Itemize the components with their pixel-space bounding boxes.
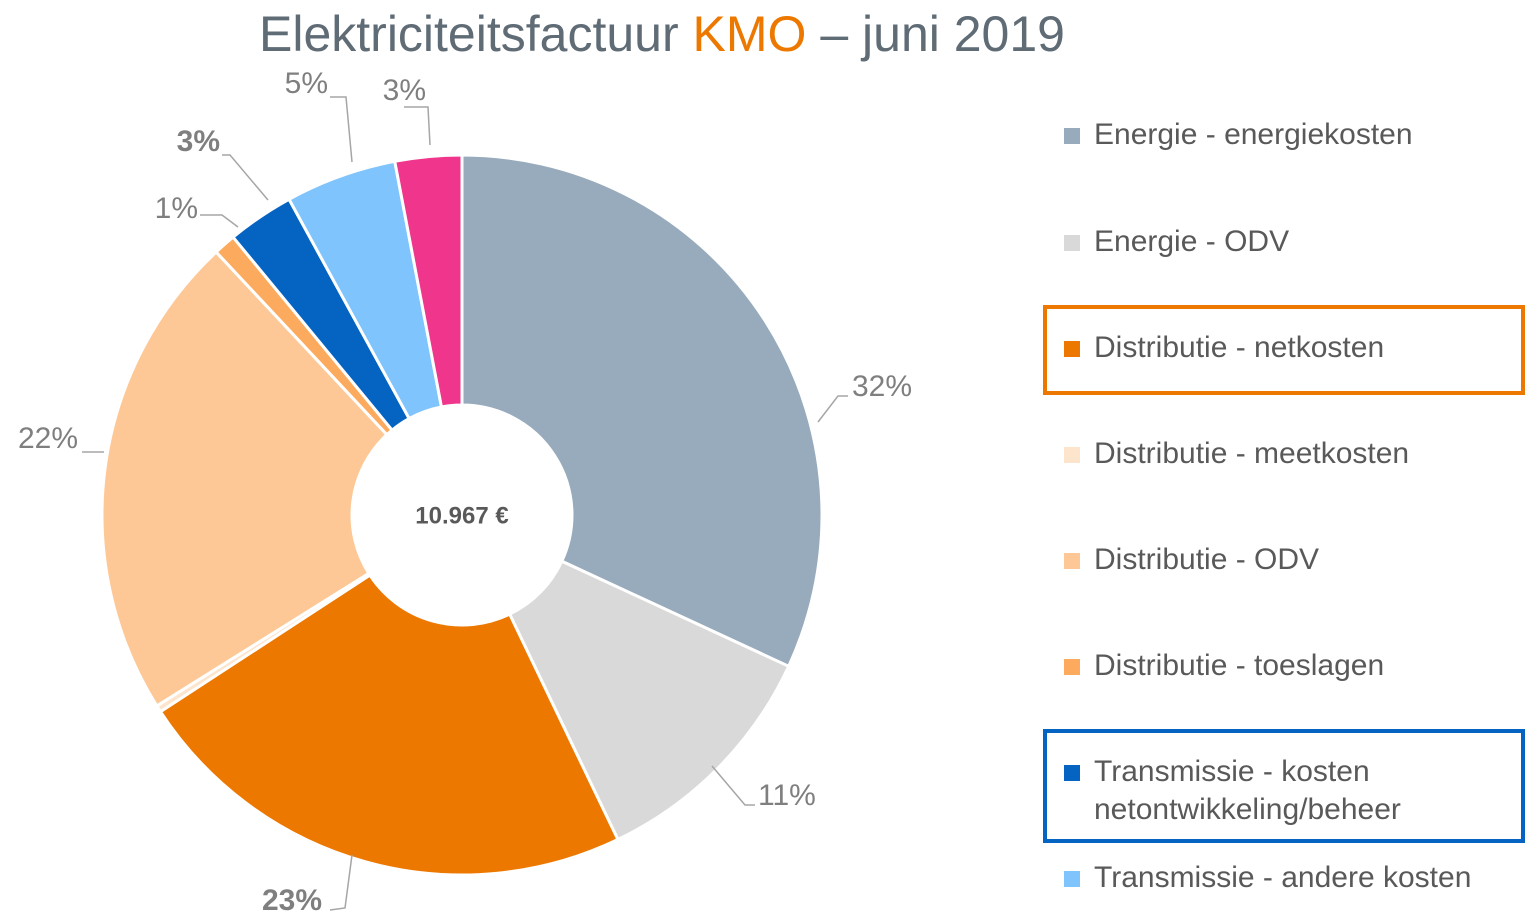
slice — [158, 573, 620, 877]
legend-label: Transmissie - andere kosten — [1094, 861, 1472, 894]
title-highlight: KMO — [693, 6, 807, 62]
title: Elektriciteitsfactuur — [259, 6, 679, 62]
legend-swatch — [1064, 765, 1080, 781]
legend-item: Energie - energiekosten — [1062, 116, 1512, 154]
legend-item: Transmissie - kosten netontwikkeling/beh… — [1062, 753, 1512, 829]
legend-item: Distributie - toeslagen — [1062, 647, 1512, 685]
value-label: 23% — [262, 884, 322, 917]
legend-label: Distributie - netkosten — [1094, 331, 1385, 364]
legend-label: Distributie - toeslagen — [1094, 649, 1385, 682]
legend-item: Distributie - ODV — [1062, 541, 1512, 579]
value-label: 11% — [758, 779, 816, 812]
value-label: 32% — [852, 370, 912, 403]
slice — [392, 153, 464, 409]
legend-highlight — [1043, 305, 1525, 395]
legend-item: Transmissie - andere kosten — [1062, 859, 1512, 897]
chart-title: Elektriciteitsfactuur KMO – juni 2019 — [259, 6, 1065, 62]
leader-line — [817, 395, 848, 423]
legend-swatch — [1064, 341, 1080, 357]
leader-line — [711, 765, 755, 806]
slice — [100, 249, 390, 709]
legend-swatch — [1064, 659, 1080, 675]
legend-swatch — [1064, 553, 1080, 569]
legend-swatch — [1064, 128, 1080, 144]
legend-label: Distributie - ODV — [1094, 543, 1320, 576]
slices — [100, 153, 824, 877]
center-label: 10.967 € — [415, 502, 508, 529]
slice — [507, 559, 791, 842]
legend-label: Transmissie - kosten netontwikkeling/beh… — [1094, 755, 1401, 826]
value-label: 1% — [155, 192, 198, 225]
value-label: 3% — [177, 125, 220, 158]
value-label: 3% — [383, 74, 426, 107]
value-label: 22% — [18, 422, 78, 455]
leader-line — [329, 854, 353, 911]
legend-item: Distributie - meetkosten — [1062, 435, 1512, 473]
legend-label: Distributie - meetkosten — [1094, 437, 1410, 470]
leader-line — [404, 106, 431, 146]
legend-item: Energie - ODV — [1062, 223, 1512, 261]
leader-line — [222, 154, 269, 201]
legend-swatch — [1064, 235, 1080, 251]
leader-line — [330, 96, 353, 163]
leader-line — [200, 214, 239, 228]
legend-swatch — [1064, 871, 1080, 887]
legend-item: Distributie - netkosten — [1062, 329, 1512, 367]
title-suffix: – juni 2019 — [820, 6, 1065, 62]
legend-highlight — [1043, 729, 1525, 843]
slice — [460, 153, 824, 669]
legend-swatch — [1064, 447, 1080, 463]
legend-label: Energie - energiekosten — [1094, 118, 1413, 151]
legend-label: Energie - ODV — [1094, 225, 1290, 258]
value-label: 5% — [285, 67, 328, 100]
